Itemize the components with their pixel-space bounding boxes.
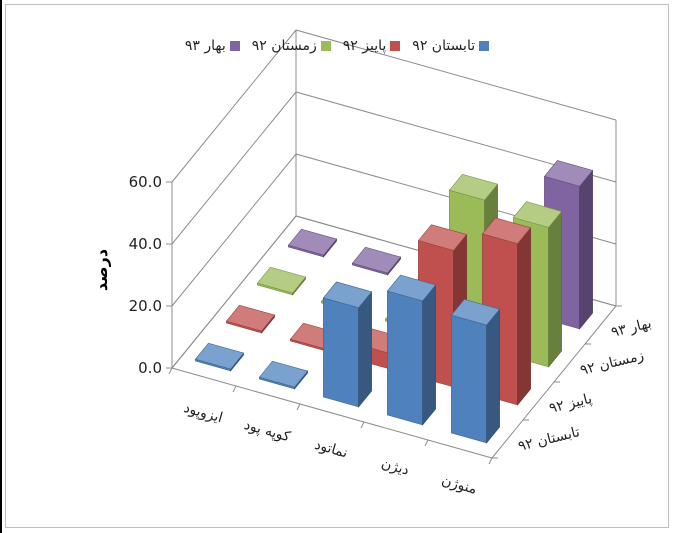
bar-side <box>358 290 372 408</box>
bar <box>225 304 276 334</box>
bar-front <box>387 290 423 426</box>
x-tick <box>296 403 301 411</box>
category-label: کوپه پود <box>242 417 292 445</box>
category-label: ایزوپود <box>182 400 225 426</box>
category-label: دیژن <box>379 456 410 479</box>
category-label: منوژن <box>440 473 479 498</box>
bar <box>386 274 437 426</box>
series-depth-label: زمستان ۹۲ <box>579 348 646 379</box>
x-tick <box>360 421 365 429</box>
bar-top <box>481 217 532 245</box>
bar <box>351 246 402 276</box>
bar <box>450 298 501 444</box>
legend-swatch <box>479 41 490 51</box>
bar-side <box>486 308 500 444</box>
bar-front <box>451 314 487 444</box>
bar-side <box>579 169 593 330</box>
y-tick-label: 20.0 <box>129 297 162 315</box>
bar-top <box>512 201 563 228</box>
legend-swatch <box>390 41 401 51</box>
legend-item: زمستان ۹۲ <box>252 38 331 54</box>
bar-top <box>225 304 276 332</box>
left-border <box>0 0 2 533</box>
legend-item: بهار ۹۳ <box>185 38 240 54</box>
legend-label: تابستان ۹۲ <box>412 38 476 54</box>
y-tick-label: 40.0 <box>129 235 162 253</box>
y-axis-label: درصد <box>92 249 111 291</box>
bar-top <box>256 266 307 294</box>
y-tick-label: 0.0 <box>138 359 162 377</box>
legend-item: پاییز ۹۲ <box>343 38 401 54</box>
bar-top <box>287 228 338 256</box>
bar-front <box>323 297 359 408</box>
bar <box>194 342 245 372</box>
legend-label: بهار ۹۳ <box>184 38 226 54</box>
bar-top <box>194 342 245 370</box>
series-depth-label: بهار ۹۳ <box>610 315 654 340</box>
chart-bars <box>194 160 594 444</box>
bar-top <box>258 360 309 388</box>
bar <box>258 360 309 390</box>
x-tick <box>488 457 493 465</box>
bar-top <box>351 246 402 274</box>
legend-label: پاییز ۹۲ <box>342 38 387 54</box>
legend-swatch <box>320 41 331 51</box>
bar-top <box>448 173 499 201</box>
legend: تابستان ۹۲ پاییز ۹۲ زمستان ۹۲ بهار ۹۳ <box>0 38 674 54</box>
series-depth-label: تابستان ۹۲ <box>517 424 582 455</box>
bar-top <box>450 298 501 326</box>
bar <box>287 228 338 258</box>
x-tick <box>424 439 429 447</box>
bar-side <box>517 226 531 406</box>
x-tick <box>232 385 237 393</box>
chart-grid <box>166 29 622 465</box>
bar-top <box>543 160 594 187</box>
bar <box>256 266 307 296</box>
y-tick-labels: 0.0 20.0 40.0 60.0 <box>129 173 162 377</box>
legend-item: تابستان ۹۲ <box>412 38 490 54</box>
legend-swatch <box>229 41 240 51</box>
bar-top <box>386 274 437 302</box>
category-label: نماتود <box>313 437 350 462</box>
bar <box>322 281 373 408</box>
legend-label: زمستان ۹۲ <box>251 38 317 54</box>
bar-side <box>548 210 562 368</box>
series-depth-label: پاییز ۹۲ <box>548 391 594 417</box>
category-labels: ایزوپود کوپه پود نماتود دیژن منوژن <box>182 400 479 498</box>
bar-top <box>417 224 468 251</box>
bar-side <box>422 284 436 426</box>
x-tick <box>168 367 173 375</box>
y-tick-label: 60.0 <box>129 173 162 191</box>
bar-top <box>322 281 373 309</box>
